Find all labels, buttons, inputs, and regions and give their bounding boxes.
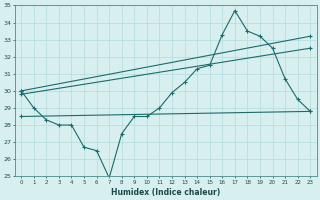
X-axis label: Humidex (Indice chaleur): Humidex (Indice chaleur) (111, 188, 220, 197)
